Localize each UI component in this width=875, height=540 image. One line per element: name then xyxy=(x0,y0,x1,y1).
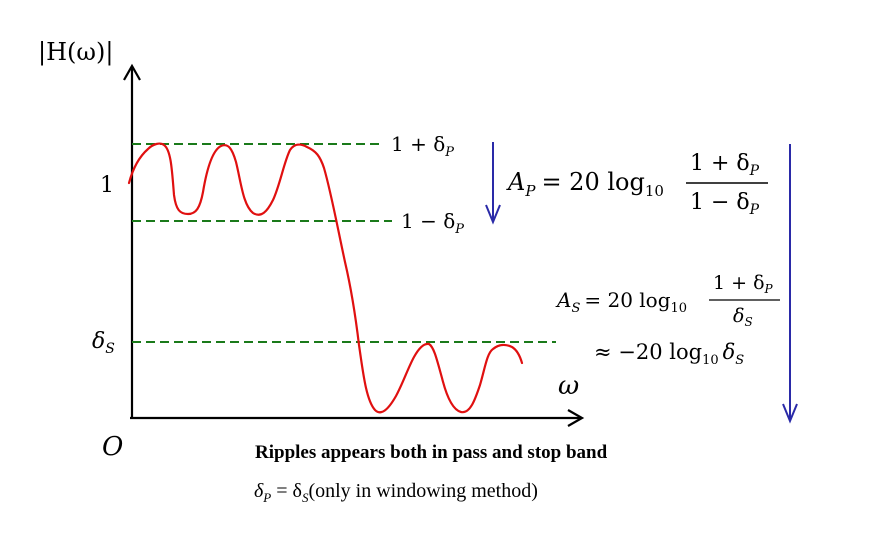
svg-text:AS= 20 log10: AS = 20 log10 xyxy=(555,288,687,316)
x-axis-arrowhead xyxy=(567,409,585,427)
tick-label-one: 1 xyxy=(100,173,114,198)
svg-text:δS: δS xyxy=(733,305,753,329)
passband-attenuation-equation: AP = 20 log10 1 + δP 1 − δP xyxy=(506,151,768,218)
windowing-note: δP = δS(only in windowing method) xyxy=(254,480,538,505)
ripples-note: Ripples appears both in pass and stop ba… xyxy=(255,442,608,463)
x-axis-label: ω xyxy=(558,371,579,401)
passband-arrowhead xyxy=(485,204,501,225)
upper-level-label: 1 + δP xyxy=(391,132,454,160)
origin-label: O xyxy=(102,432,123,462)
y-axis-arrowhead xyxy=(123,63,141,81)
lower-level-label: 1 − δP xyxy=(401,209,464,237)
frequency-response-curve xyxy=(127,142,524,414)
svg-text:AP= 20 log10: AP = 20 log10 xyxy=(506,168,664,200)
stopband-attenuation-equation: AS = 20 log10 1 + δP δS xyxy=(555,272,780,329)
svg-text:1 + δP: 1 + δP xyxy=(713,272,774,296)
y-axis-label: |H(ω)| xyxy=(38,38,113,67)
svg-text:1 − δP: 1 − δP xyxy=(690,190,760,218)
stopband-approximation: ≈ −20 log10 δS xyxy=(594,340,744,368)
svg-text:1 + δP: 1 + δP xyxy=(690,151,760,179)
stopband-arrowhead xyxy=(782,403,798,424)
tick-label-delta-s: δS xyxy=(92,329,115,357)
